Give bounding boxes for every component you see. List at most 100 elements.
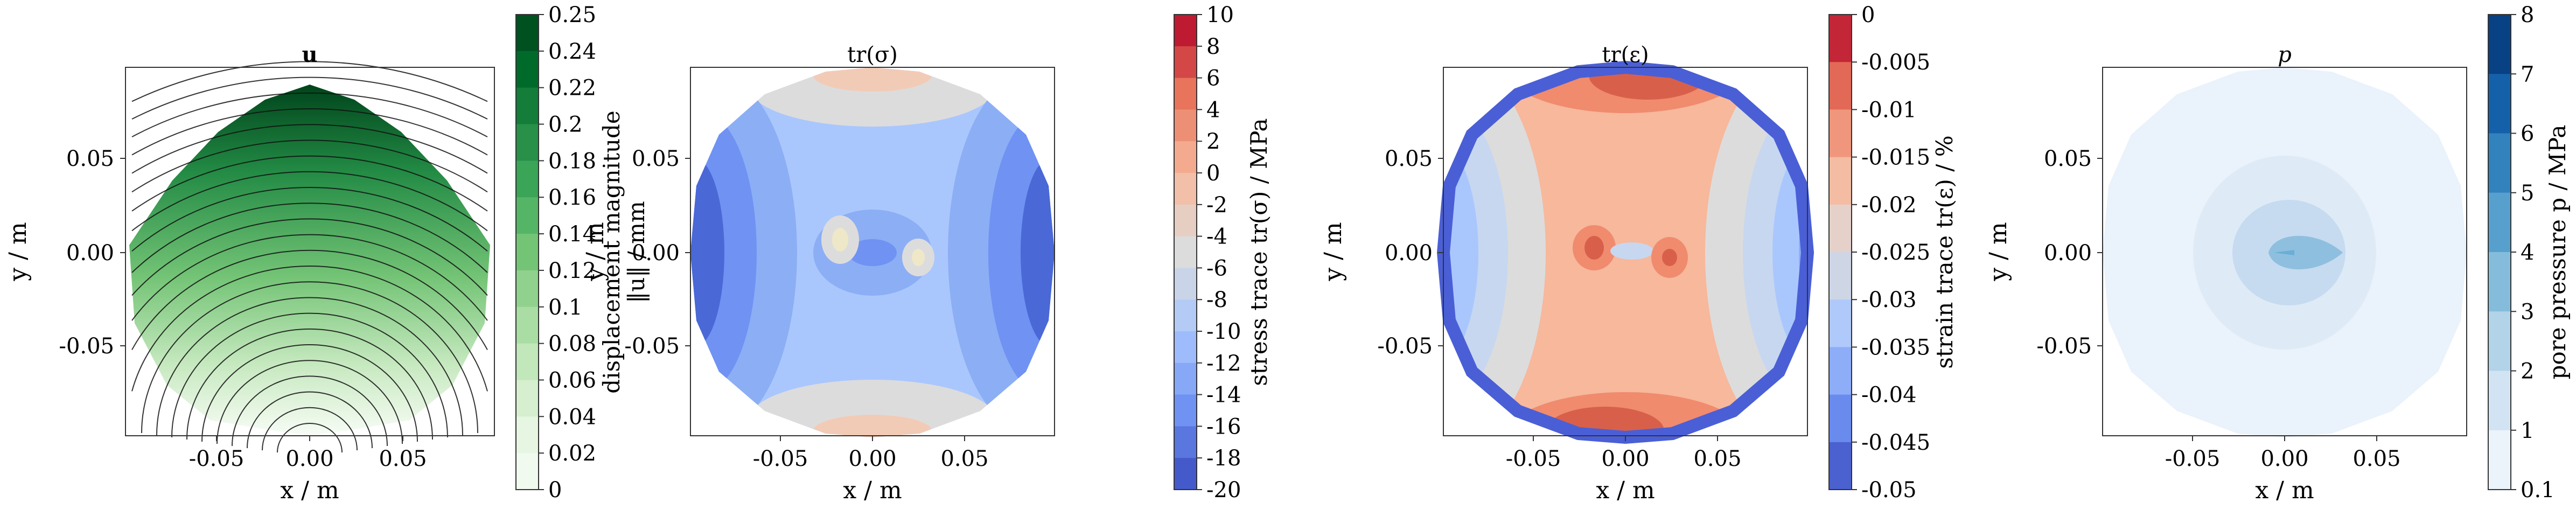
colorbar-band: [1174, 268, 1197, 300]
streamline: [186, 328, 433, 440]
colorbar-band: [2488, 252, 2511, 312]
colorbar-tick-label: -12: [1206, 351, 1241, 376]
streamline: [131, 108, 488, 156]
streamline: [131, 61, 488, 102]
colorbar-tick-label: 0.12: [548, 259, 596, 283]
stress-y-ticks: 0.05 0.00 -0.05: [624, 147, 690, 359]
colorbar-band: [1174, 15, 1197, 47]
colorbar-band: [516, 306, 539, 344]
stress-colorbar-frame: [1174, 14, 1197, 490]
panel-pressure: p -0.05 0.00 0.05 0.05 0.00 -0.05 x / m …: [1985, 3, 2571, 504]
colorbar-band: [516, 416, 539, 454]
colorbar-band: [1174, 46, 1197, 79]
pressure-xtick-label: -0.05: [2165, 447, 2221, 471]
colorbar-tick-label: -6: [1206, 256, 1227, 281]
colorbar-tick-label: -0.02: [1861, 193, 1917, 218]
colorbar-tick-label: 0.1: [2521, 478, 2555, 503]
pressure-colorbar: 8 7 6 5 4 3 2 1 0.1 pore pressure p / MPa: [2488, 3, 2571, 503]
colorbar-band: [2488, 311, 2511, 371]
panel-u-field: [129, 61, 490, 453]
colorbar-band: [1174, 331, 1197, 364]
colorbar-tick-label: -0.015: [1861, 145, 1930, 170]
strain-x-axis-label: x / m: [1596, 477, 1654, 504]
strain-colorbar-label: strain trace tr(ε) / %: [1931, 135, 1958, 368]
colorbar-tick-label: 2: [2521, 359, 2534, 384]
u-x-axis-label: x / m: [280, 477, 339, 504]
colorbar-tick-label: 8: [2521, 3, 2534, 27]
colorbar-tick-label: 3: [2521, 299, 2534, 324]
streamline: [156, 297, 463, 436]
colorbar-tick-label: -0.01: [1861, 97, 1917, 122]
streamline: [131, 234, 488, 321]
stress-ytick-label: 0.00: [632, 241, 680, 266]
colorbar-tick-label: 5: [2521, 181, 2534, 206]
colorbar-tick-label: -14: [1206, 383, 1241, 408]
colorbar-tick-label: -0.045: [1861, 430, 1930, 455]
colorbar-band: [2488, 371, 2511, 431]
streamline: [232, 375, 388, 447]
colorbar-band: [516, 234, 539, 271]
colorbar-tick-label: -0.03: [1861, 288, 1917, 312]
stress-field: [690, 67, 1055, 437]
colorbar-band: [2488, 133, 2511, 193]
colorbar-band: [516, 270, 539, 308]
stress-x-axis-label: x / m: [843, 477, 902, 504]
colorbar-band: [1174, 141, 1197, 173]
u-xtick-label: 0.00: [285, 447, 333, 471]
u-x-ticks: -0.05 0.00 0.05: [189, 436, 427, 471]
colorbar-band: [1829, 62, 1852, 110]
colorbar-tick-label: 0.02: [548, 441, 596, 466]
streamline: [141, 281, 478, 434]
colorbar-tick-label: 6: [2521, 122, 2534, 147]
colorbar-tick-label: 1: [2521, 419, 2534, 443]
colorbar-tick-label: -2: [1206, 193, 1227, 218]
streamline: [201, 344, 418, 442]
colorbar-band: [516, 453, 539, 490]
colorbar-tick-label: -16: [1206, 414, 1241, 439]
colorbar-band: [1829, 204, 1852, 253]
stress-x-ticks: -0.05 0.00 0.05: [753, 436, 989, 471]
pressure-x-axis-label: x / m: [2255, 477, 2314, 504]
streamline: [131, 140, 488, 193]
strain-xtick-label: 0.05: [1693, 447, 1741, 471]
u-ytick-label: -0.05: [59, 334, 114, 359]
colorbar-tick-label: -0.025: [1861, 240, 1930, 265]
pressure-field: [2103, 67, 2467, 437]
colorbar-band: [1829, 157, 1852, 205]
panel-u: u -0.05 0.00 0.05 0.05 0.00 -0.05 x / m …: [4, 3, 650, 504]
u-colorbar-label: displacement magnitude: [598, 110, 625, 393]
colorbar-band: [516, 51, 539, 88]
colorbar-tick-label: 0.04: [548, 405, 596, 429]
streamline: [131, 249, 488, 350]
streamline: [131, 266, 488, 392]
colorbar-band: [1829, 15, 1852, 62]
streamline: [131, 203, 488, 273]
colorbar-tick-label: -18: [1206, 446, 1241, 471]
panel-stress: tr(σ) -0.05 0.00 0.05 0.05 0.00 -0.05 x …: [582, 3, 1272, 504]
colorbar-tick-label: 4: [2521, 240, 2534, 265]
colorbar-tick-label: 0: [1861, 3, 1875, 27]
colorbar-tick-label: -0.04: [1861, 383, 1917, 408]
colorbar-band: [1174, 204, 1197, 237]
pressure-xtick-label: 0.00: [2260, 447, 2308, 471]
strain-xtick-label: -0.05: [1506, 447, 1561, 471]
colorbar-band: [1174, 109, 1197, 142]
streamline: [217, 360, 403, 444]
colorbar-band: [516, 124, 539, 161]
streamline: [131, 124, 488, 174]
stress-xtick-label: 0.00: [848, 447, 896, 471]
u-colorbar-label-2: ‖u‖ / mm: [623, 201, 650, 303]
stress-xtick-label: -0.05: [753, 447, 808, 471]
stress-colorbar: 10 8 6 4 2 0 -2 -4 -6 -8 -10 -12 -14 -16 -18 -20 stress…: [1174, 3, 1272, 503]
pressure-ytick-label: 0.05: [2044, 147, 2092, 171]
u-title: u: [302, 42, 317, 67]
pressure-core: [2268, 235, 2343, 270]
pressure-x-ticks: -0.05 0.00 0.05: [2165, 436, 2401, 471]
colorbar-band: [1174, 78, 1197, 110]
stress-title: tr(σ): [847, 43, 898, 67]
colorbar-tick-label: 2: [1206, 129, 1220, 154]
colorbar-tick-label: -0.005: [1861, 50, 1930, 75]
u-colorbar-frame: [515, 14, 539, 490]
u-ytick-label: 0.05: [66, 147, 114, 171]
